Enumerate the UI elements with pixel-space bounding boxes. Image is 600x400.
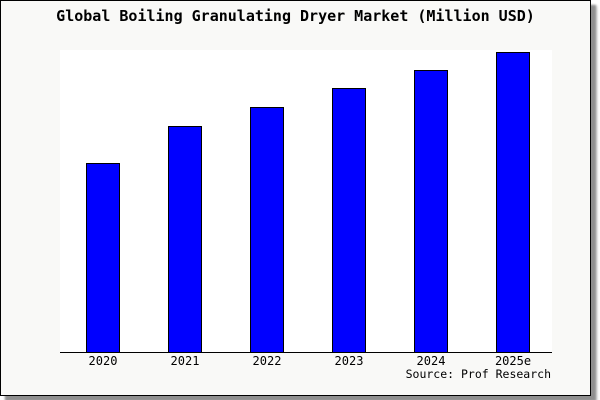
- x-tick-label-2022: 2022: [252, 354, 282, 368]
- x-tick-label-2020: 2020: [88, 354, 118, 368]
- x-axis-labels: 2020 2021 2022 2023 2024 2025e: [1, 354, 590, 370]
- chart-panel: Global Boiling Granulating Dryer Market …: [0, 0, 591, 396]
- x-tick-label-2021: 2021: [170, 354, 200, 368]
- bar-2024: [414, 70, 448, 352]
- x-tick-label-2024: 2024: [416, 354, 446, 368]
- x-tick-label-2023: 2023: [334, 354, 364, 368]
- bar-2022: [250, 107, 284, 352]
- bar-2020: [86, 163, 120, 352]
- bar-2025e: [496, 51, 530, 352]
- bar-2023: [332, 87, 366, 352]
- chart-title: Global Boiling Granulating Dryer Market …: [56, 7, 535, 25]
- plot-area: [60, 50, 552, 353]
- x-tick-label-2025e: 2025e: [494, 354, 532, 368]
- bar-2021: [168, 126, 202, 352]
- source-note: Source: Prof Research: [405, 367, 551, 381]
